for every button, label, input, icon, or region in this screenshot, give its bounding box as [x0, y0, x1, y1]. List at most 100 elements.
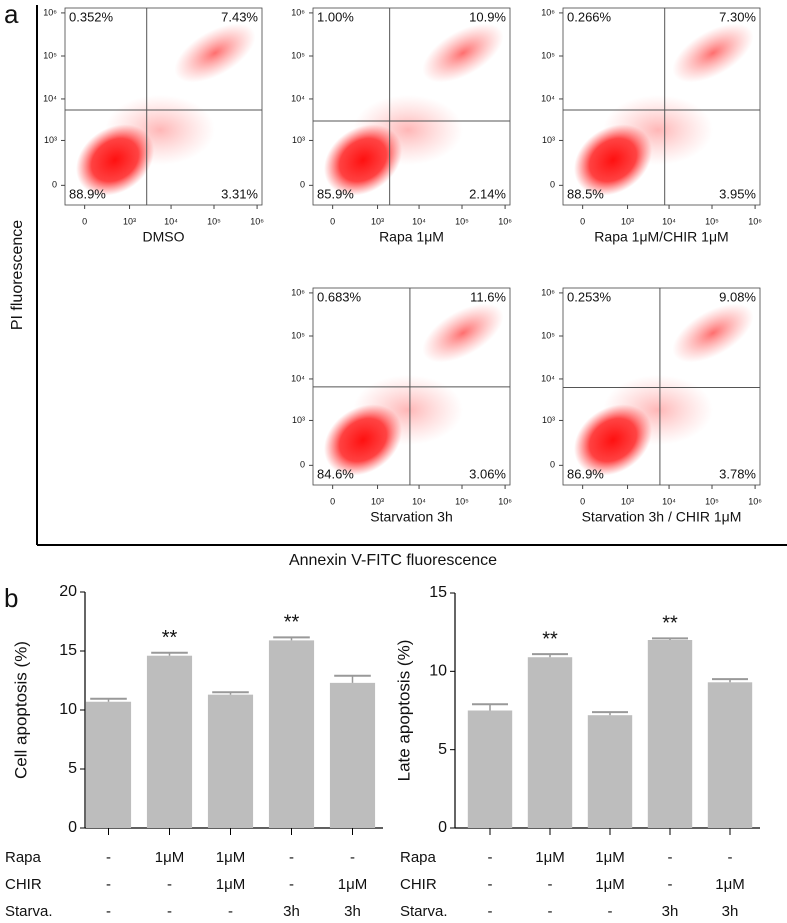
quadrant-label: 88.5%: [567, 186, 604, 201]
event-cloud: [105, 95, 215, 165]
x-tick-label: 10⁶: [498, 496, 512, 506]
condition-cell: 3h: [344, 903, 361, 920]
y-tick-label: 10⁶: [541, 287, 555, 297]
condition-cell: 1μM: [216, 876, 245, 893]
x-tick-label: 10³: [123, 216, 136, 226]
bar: [527, 657, 573, 828]
y-tick-label: 10⁴: [291, 93, 305, 103]
x-tick-label: 10⁶: [498, 216, 512, 226]
x-tick-label: 10³: [621, 496, 634, 506]
condition-row-label: Starva.: [5, 903, 53, 920]
quadrant-label: 10.9%: [469, 9, 506, 24]
condition-cell: -: [488, 876, 493, 893]
condition-cell: 1μM: [338, 876, 367, 893]
condition-cell: -: [228, 903, 233, 920]
y-tick-label: 20: [59, 583, 77, 600]
condition-cell: -: [668, 876, 673, 893]
event-cloud: [603, 95, 713, 165]
bar: [268, 640, 315, 828]
y-tick-label: 10³: [292, 415, 305, 425]
y-tick-label: 10⁴: [43, 93, 57, 103]
x-tick-label: 10³: [371, 496, 384, 506]
condition-cell: 3h: [722, 903, 739, 920]
plot-frame: [562, 7, 761, 206]
condition-cell: 1μM: [595, 849, 624, 866]
panel-label: DMSO: [143, 229, 185, 245]
y-tick-label: 10⁵: [291, 50, 305, 60]
y-tick-label: 10³: [542, 415, 555, 425]
event-cloud: [422, 303, 504, 363]
quadrant-label: 1.00%: [317, 9, 354, 24]
panel-label: Rapa 1μM: [379, 229, 444, 245]
x-tick-label: 10⁴: [164, 216, 178, 226]
panel-label: b: [4, 583, 18, 613]
y-axis-label: PI fluorescence: [9, 220, 26, 330]
x-tick-label: 10⁵: [705, 216, 719, 226]
y-tick-label: 10⁵: [43, 50, 57, 60]
condition-cell: -: [289, 876, 294, 893]
bar: [587, 715, 633, 828]
condition-cell: -: [668, 849, 673, 866]
bar: [467, 710, 513, 828]
x-tick-label: 10⁶: [748, 216, 762, 226]
condition-cell: -: [548, 876, 553, 893]
x-tick-label: 10⁴: [662, 496, 676, 506]
y-tick-label: 10⁴: [541, 373, 555, 383]
condition-cell: 1μM: [155, 849, 184, 866]
y-axis-label: Cell apoptosis (%): [11, 641, 30, 779]
significance-label: **: [284, 612, 300, 634]
y-tick-label: 10⁴: [291, 373, 305, 383]
y-tick-label: 0: [300, 460, 305, 470]
y-tick-label: 5: [68, 760, 77, 777]
x-tick-label: 10⁴: [412, 216, 426, 226]
x-tick-label: 0: [330, 216, 335, 226]
y-tick-label: 10³: [44, 135, 57, 145]
quadrant-label: 9.08%: [719, 289, 756, 304]
y-tick-label: 0: [52, 180, 57, 190]
x-axis-label: Annexin V-FITC fluorescence: [289, 552, 497, 569]
event-cloud: [422, 23, 504, 83]
significance-label: **: [162, 627, 178, 649]
quadrant-label: 3.31%: [221, 186, 258, 201]
y-tick-label: 15: [59, 642, 77, 659]
panel-label: a: [4, 0, 19, 29]
x-tick-label: 10⁶: [250, 216, 264, 226]
y-tick-label: 5: [438, 741, 447, 758]
plot-frame: [562, 287, 761, 486]
y-tick-label: 0: [550, 460, 555, 470]
condition-cell: 1μM: [715, 876, 744, 893]
y-tick-label: 10⁶: [291, 287, 305, 297]
y-tick-label: 10⁵: [541, 50, 555, 60]
x-tick-label: 10⁴: [662, 216, 676, 226]
y-tick-label: 10⁶: [43, 7, 57, 17]
x-tick-label: 0: [580, 216, 585, 226]
condition-cell: 3h: [283, 903, 300, 920]
x-tick-label: 0: [580, 496, 585, 506]
quadrant-label: 0.683%: [317, 289, 362, 304]
quadrant-label: 3.78%: [719, 466, 756, 481]
bar: [329, 682, 376, 828]
quadrant-label: 11.6%: [470, 289, 506, 304]
x-tick-label: 10⁵: [705, 496, 719, 506]
condition-cell: -: [728, 849, 733, 866]
bar: [647, 640, 693, 828]
significance-label: **: [542, 628, 558, 650]
bar: [146, 655, 193, 828]
bar: [707, 682, 753, 828]
quadrant-label: 7.43%: [221, 9, 258, 24]
condition-row-label: Rapa: [400, 849, 437, 866]
quadrant-label: 85.9%: [317, 186, 354, 201]
y-tick-label: 10⁶: [291, 7, 305, 17]
y-tick-label: 10³: [292, 135, 305, 145]
event-cloud: [603, 375, 713, 445]
y-tick-label: 0: [300, 180, 305, 190]
condition-cell: 1μM: [595, 876, 624, 893]
panel-label: Starvation 3h: [370, 509, 453, 525]
x-tick-label: 10⁶: [748, 496, 762, 506]
event-cloud: [174, 23, 256, 83]
event-cloud: [672, 303, 754, 363]
y-tick-label: 10: [59, 701, 77, 718]
condition-row-label: CHIR: [5, 876, 42, 893]
condition-cell: -: [167, 903, 172, 920]
